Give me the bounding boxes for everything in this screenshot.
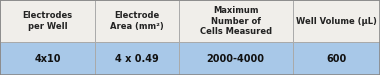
Bar (95, 0, 179, 42)
Text: 4x10: 4x10 (34, 53, 61, 64)
Text: 2000-4000: 2000-4000 (207, 53, 264, 64)
Text: Electrode
Area (mm²): Electrode Area (mm²) (110, 11, 164, 31)
Text: Well Volume (μL): Well Volume (μL) (296, 16, 377, 26)
Bar (293, 42, 380, 75)
Text: Electrodes
per Well: Electrodes per Well (22, 11, 73, 31)
Text: Maximum
Number of
Cells Measured: Maximum Number of Cells Measured (200, 6, 272, 36)
Text: 600: 600 (326, 53, 347, 64)
Bar (95, 42, 179, 75)
Text: 4 x 0.49: 4 x 0.49 (115, 53, 159, 64)
Bar (179, 42, 293, 75)
Bar (293, 0, 380, 42)
Bar (0, 0, 95, 42)
Bar (179, 0, 293, 42)
Bar (0, 42, 95, 75)
